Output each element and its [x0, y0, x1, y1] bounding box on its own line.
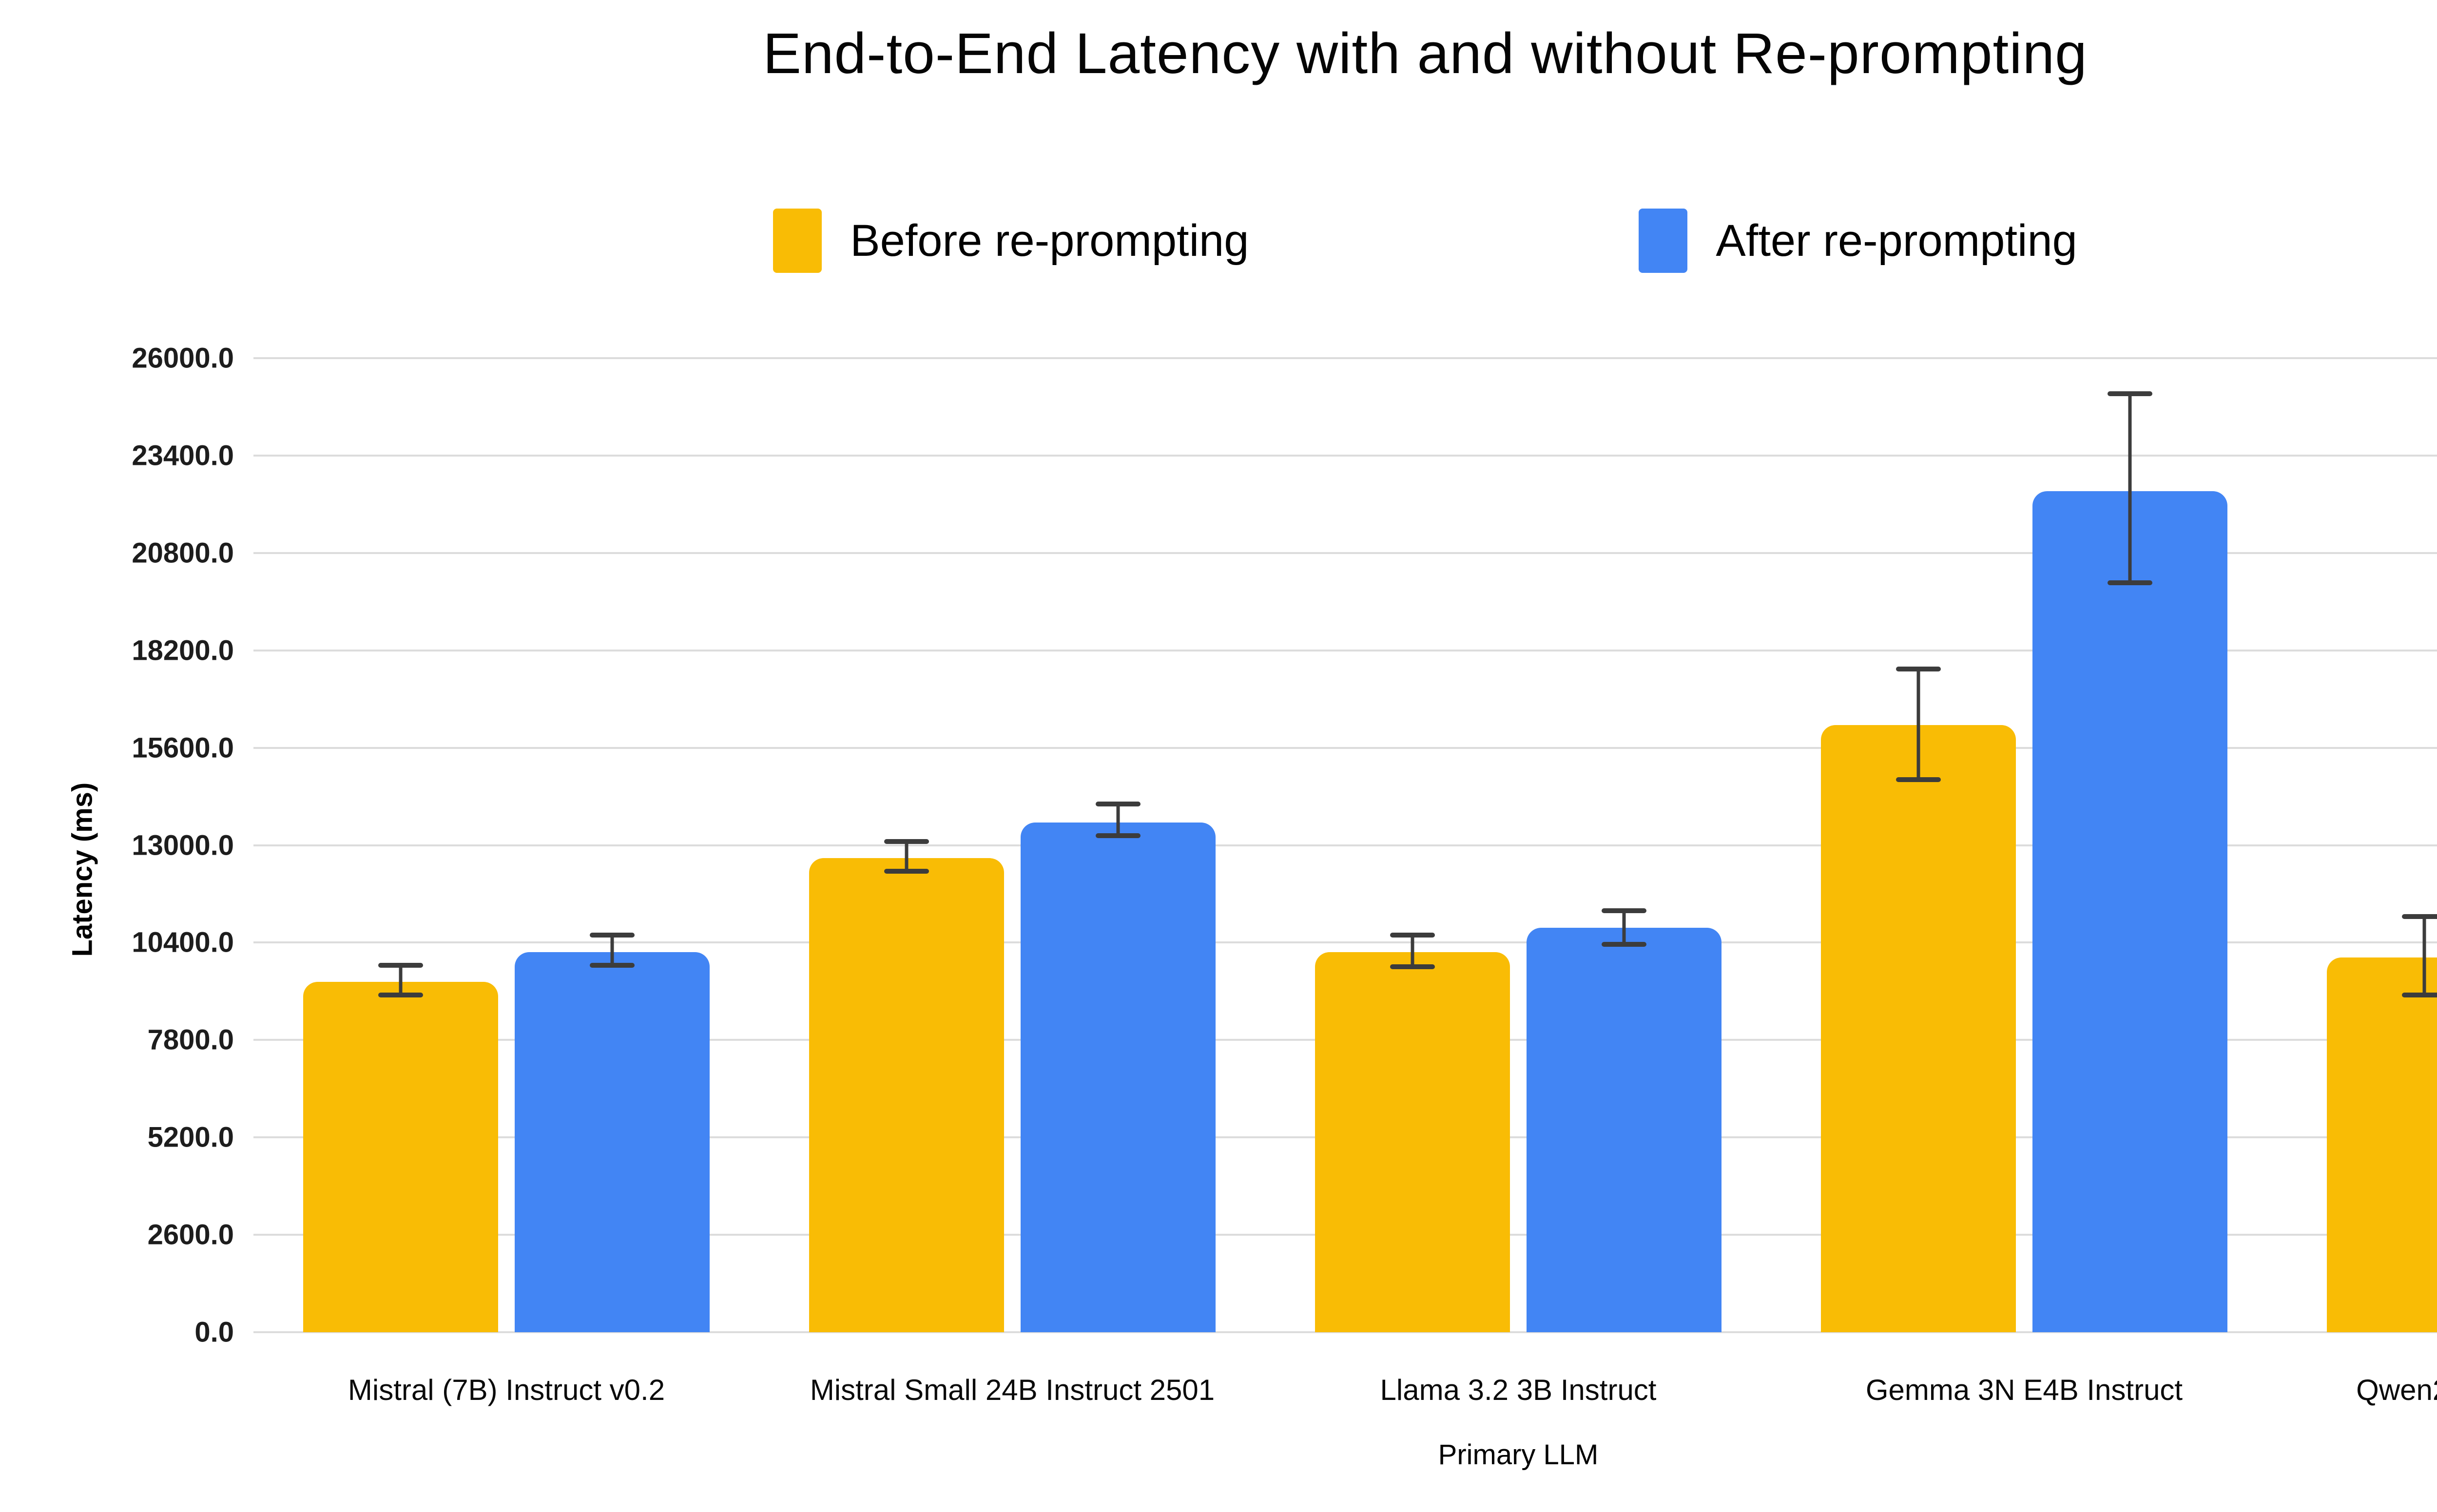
legend-swatch	[773, 209, 822, 273]
category-label: Llama 3.2 3B Instruct	[1380, 1374, 1657, 1406]
gridline	[253, 357, 2437, 359]
error-bar	[1622, 911, 1626, 945]
legend-swatch	[1639, 209, 1688, 273]
bar-group	[1771, 358, 2277, 1332]
bar-after-reprompting	[2032, 491, 2227, 1332]
bar-before-reprompting	[303, 982, 498, 1332]
error-bar	[2422, 916, 2426, 995]
error-bar-cap	[590, 933, 635, 938]
gridline	[253, 941, 2437, 944]
legend-item: Before re-prompting	[773, 209, 1249, 273]
y-tick-label: 23400.0	[132, 440, 234, 472]
error-bar-cap	[590, 962, 635, 968]
bar-after-reprompting	[1021, 823, 1216, 1332]
error-bar-cap	[2402, 914, 2437, 919]
y-tick-label: 0.0	[194, 1316, 234, 1348]
error-bar-cap	[884, 839, 929, 844]
plot-area: 0.0 2600.0 5200.0 7800.0 10400.0 13000.0 15600…	[132, 343, 2437, 1348]
error-bar-cap	[1602, 942, 1646, 947]
bar-group	[759, 358, 1265, 1332]
category-label: Mistral (7B) Instruct v0.2	[348, 1374, 665, 1406]
category-label: Mistral Small 24B Instruct 2501	[810, 1374, 1215, 1406]
y-tick-label: 15600.0	[132, 732, 234, 764]
legend-label: Before re-prompting	[850, 215, 1249, 266]
error-bar-cap	[2108, 391, 2152, 397]
error-bar-cap	[2402, 993, 2437, 998]
error-bar	[1916, 669, 1920, 780]
chart-title: End-to-End Latency with and without Re-p…	[763, 21, 2088, 86]
error-bar-cap	[1390, 933, 1435, 938]
bar-before-reprompting	[809, 858, 1004, 1332]
gridline	[253, 552, 2437, 554]
error-bar-cap	[1896, 777, 1941, 782]
y-tick-label: 10400.0	[132, 926, 234, 958]
bar-before-reprompting	[1821, 725, 2016, 1332]
category-label: Gemma 3N E4B Instruct	[1865, 1374, 2183, 1406]
y-tick-label: 13000.0	[132, 829, 234, 861]
error-bar	[905, 841, 909, 872]
legend: Before re-prompting After re-prompting	[0, 209, 2437, 273]
error-bar-cap	[2108, 580, 2152, 586]
error-bar	[610, 935, 614, 965]
y-tick-label: 18200.0	[132, 634, 234, 667]
error-bar-cap	[1096, 801, 1141, 806]
y-tick-label: 26000.0	[132, 342, 234, 374]
y-tick-label: 7800.0	[147, 1024, 234, 1056]
error-bar-cap	[1096, 833, 1141, 839]
bar-group	[253, 358, 759, 1332]
error-bar	[1411, 935, 1414, 967]
legend-label: After re-prompting	[1716, 215, 2077, 266]
error-bar-cap	[378, 993, 423, 998]
gridline	[253, 1331, 2437, 1333]
error-bar	[399, 965, 403, 995]
y-tick-label: 2600.0	[147, 1219, 234, 1251]
category-label: Qwen2.5 7B Instruct Turbo	[2356, 1374, 2437, 1406]
error-bar	[1116, 804, 1120, 836]
legend-item: After re-prompting	[1639, 209, 2077, 273]
bar-before-reprompting	[2327, 957, 2437, 1332]
y-tick-label: 5200.0	[147, 1121, 234, 1153]
gridline	[253, 746, 2437, 749]
y-tick-label: 20800.0	[132, 537, 234, 569]
gridline	[253, 454, 2437, 457]
y-axis-title: Latency (ms)	[66, 782, 98, 957]
x-axis-title: Primary LLM	[1438, 1439, 1599, 1471]
error-bar-cap	[1602, 908, 1646, 914]
bar-after-reprompting	[515, 952, 710, 1332]
bar-group	[2277, 358, 2437, 1332]
gridline	[253, 649, 2437, 651]
error-bar-cap	[378, 962, 423, 968]
error-bar-cap	[1896, 667, 1941, 672]
error-bar-cap	[1390, 964, 1435, 970]
error-bar	[2128, 394, 2132, 583]
bar-group	[1265, 358, 1771, 1332]
bar-before-reprompting	[1315, 952, 1510, 1332]
bar-after-reprompting	[1527, 927, 1721, 1332]
gridline	[253, 844, 2437, 846]
error-bar-cap	[884, 869, 929, 874]
